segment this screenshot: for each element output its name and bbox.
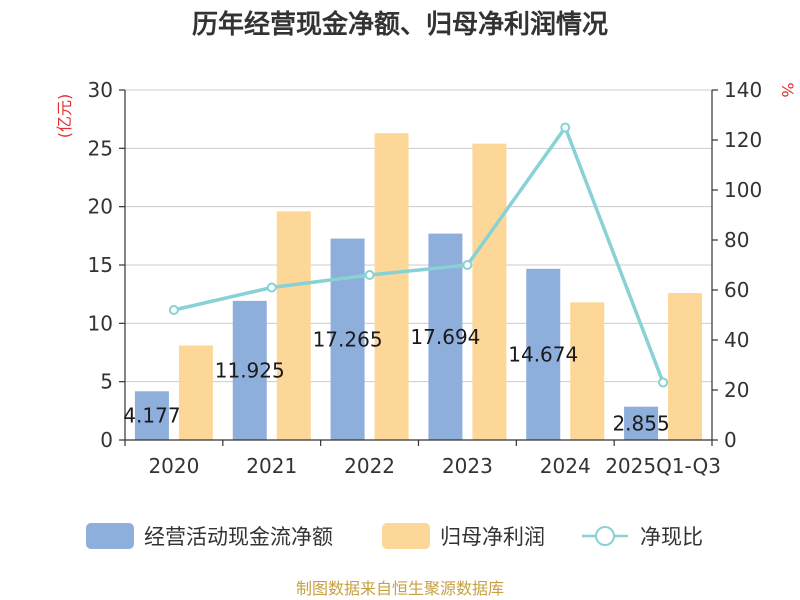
axes: 0 5 10 15 20 25 30 0 20 40 60 80 100 120 140 2020 2021 20… — [55, 78, 797, 478]
net-cash-ratio-line — [173, 125, 665, 384]
bar-operating-cashflow — [330, 238, 365, 440]
y-right-tick-label: 40 — [724, 328, 749, 352]
y-left-tick-label: 5 — [100, 370, 113, 394]
bar-net-profit — [374, 133, 409, 440]
y-left-tick-label: 15 — [88, 253, 113, 277]
net-cash-ratio-point — [462, 260, 473, 270]
y-left-tick-label: 0 — [100, 428, 113, 452]
y-right-axis-label: % — [778, 82, 797, 97]
y-right-tick-label: 100 — [724, 178, 762, 202]
net-cash-ratio-point — [560, 122, 571, 133]
bar-value-label: 17.694 — [410, 325, 480, 349]
y-right-tick-label: 20 — [724, 378, 749, 402]
y-right-tick-label: 120 — [724, 128, 762, 152]
bar-value-label: 4.177 — [123, 404, 180, 428]
y-left-tick-label: 25 — [88, 136, 113, 160]
bar-net-profit — [178, 345, 213, 440]
y-left-tick-label: 30 — [88, 78, 113, 102]
y-left-axis-label: (亿元) — [55, 94, 74, 139]
x-tick-label: 2025Q1-Q3 — [605, 454, 721, 478]
net-cash-ratio-point — [658, 377, 669, 388]
y-right-tick-label: 60 — [724, 278, 749, 302]
net-cash-ratio-point — [266, 282, 277, 293]
data-labels: 4.177 11.925 17.265 17.694 14.674 2.855 — [123, 325, 669, 436]
bar-value-label: 11.925 — [215, 358, 285, 382]
x-tick-label: 2022 — [344, 454, 395, 478]
x-tick-label: 2024 — [540, 454, 591, 478]
y-right-tick-label: 140 — [724, 78, 762, 102]
bar-series — [134, 133, 703, 440]
grid-lines — [125, 89, 712, 383]
x-tick-label: 2020 — [148, 454, 199, 478]
y-right-tick-label: 0 — [724, 428, 737, 452]
legend: 经营活动现金流净额 归母净利润 净现比 — [86, 523, 703, 549]
bar-net-profit — [276, 211, 311, 440]
net-cash-ratio-point — [168, 305, 179, 315]
bar-operating-cashflow — [134, 391, 169, 440]
y-right-tick-label: 80 — [724, 228, 749, 252]
chart-title: 历年经营现金净额、归母净利润情况 — [192, 9, 608, 40]
bar-value-label: 2.855 — [612, 411, 669, 435]
legend-label: 净现比 — [640, 525, 703, 549]
legend-swatch — [382, 523, 430, 549]
legend-label: 经营活动现金流净额 — [144, 525, 333, 549]
bar-net-profit — [472, 143, 507, 440]
bar-operating-cashflow — [624, 406, 659, 440]
bar-operating-cashflow — [232, 300, 267, 440]
legend-swatch — [86, 523, 134, 549]
bar-net-profit — [570, 302, 605, 440]
net-cash-ratio-point — [364, 270, 375, 280]
x-tick-label: 2021 — [246, 454, 297, 478]
bar-net-profit — [668, 293, 703, 440]
bar-value-label: 14.674 — [508, 342, 578, 366]
source-note: 制图数据来自恒生聚源数据库 — [296, 579, 504, 598]
x-tick-label: 2023 — [442, 454, 493, 478]
legend-label: 归母净利润 — [440, 525, 545, 549]
y-left-tick-label: 10 — [88, 311, 113, 335]
line-series — [168, 122, 669, 388]
bar-value-label: 17.265 — [313, 327, 383, 351]
y-left-tick-label: 20 — [88, 195, 113, 219]
bar-operating-cashflow — [526, 268, 561, 440]
legend-marker — [595, 526, 615, 546]
